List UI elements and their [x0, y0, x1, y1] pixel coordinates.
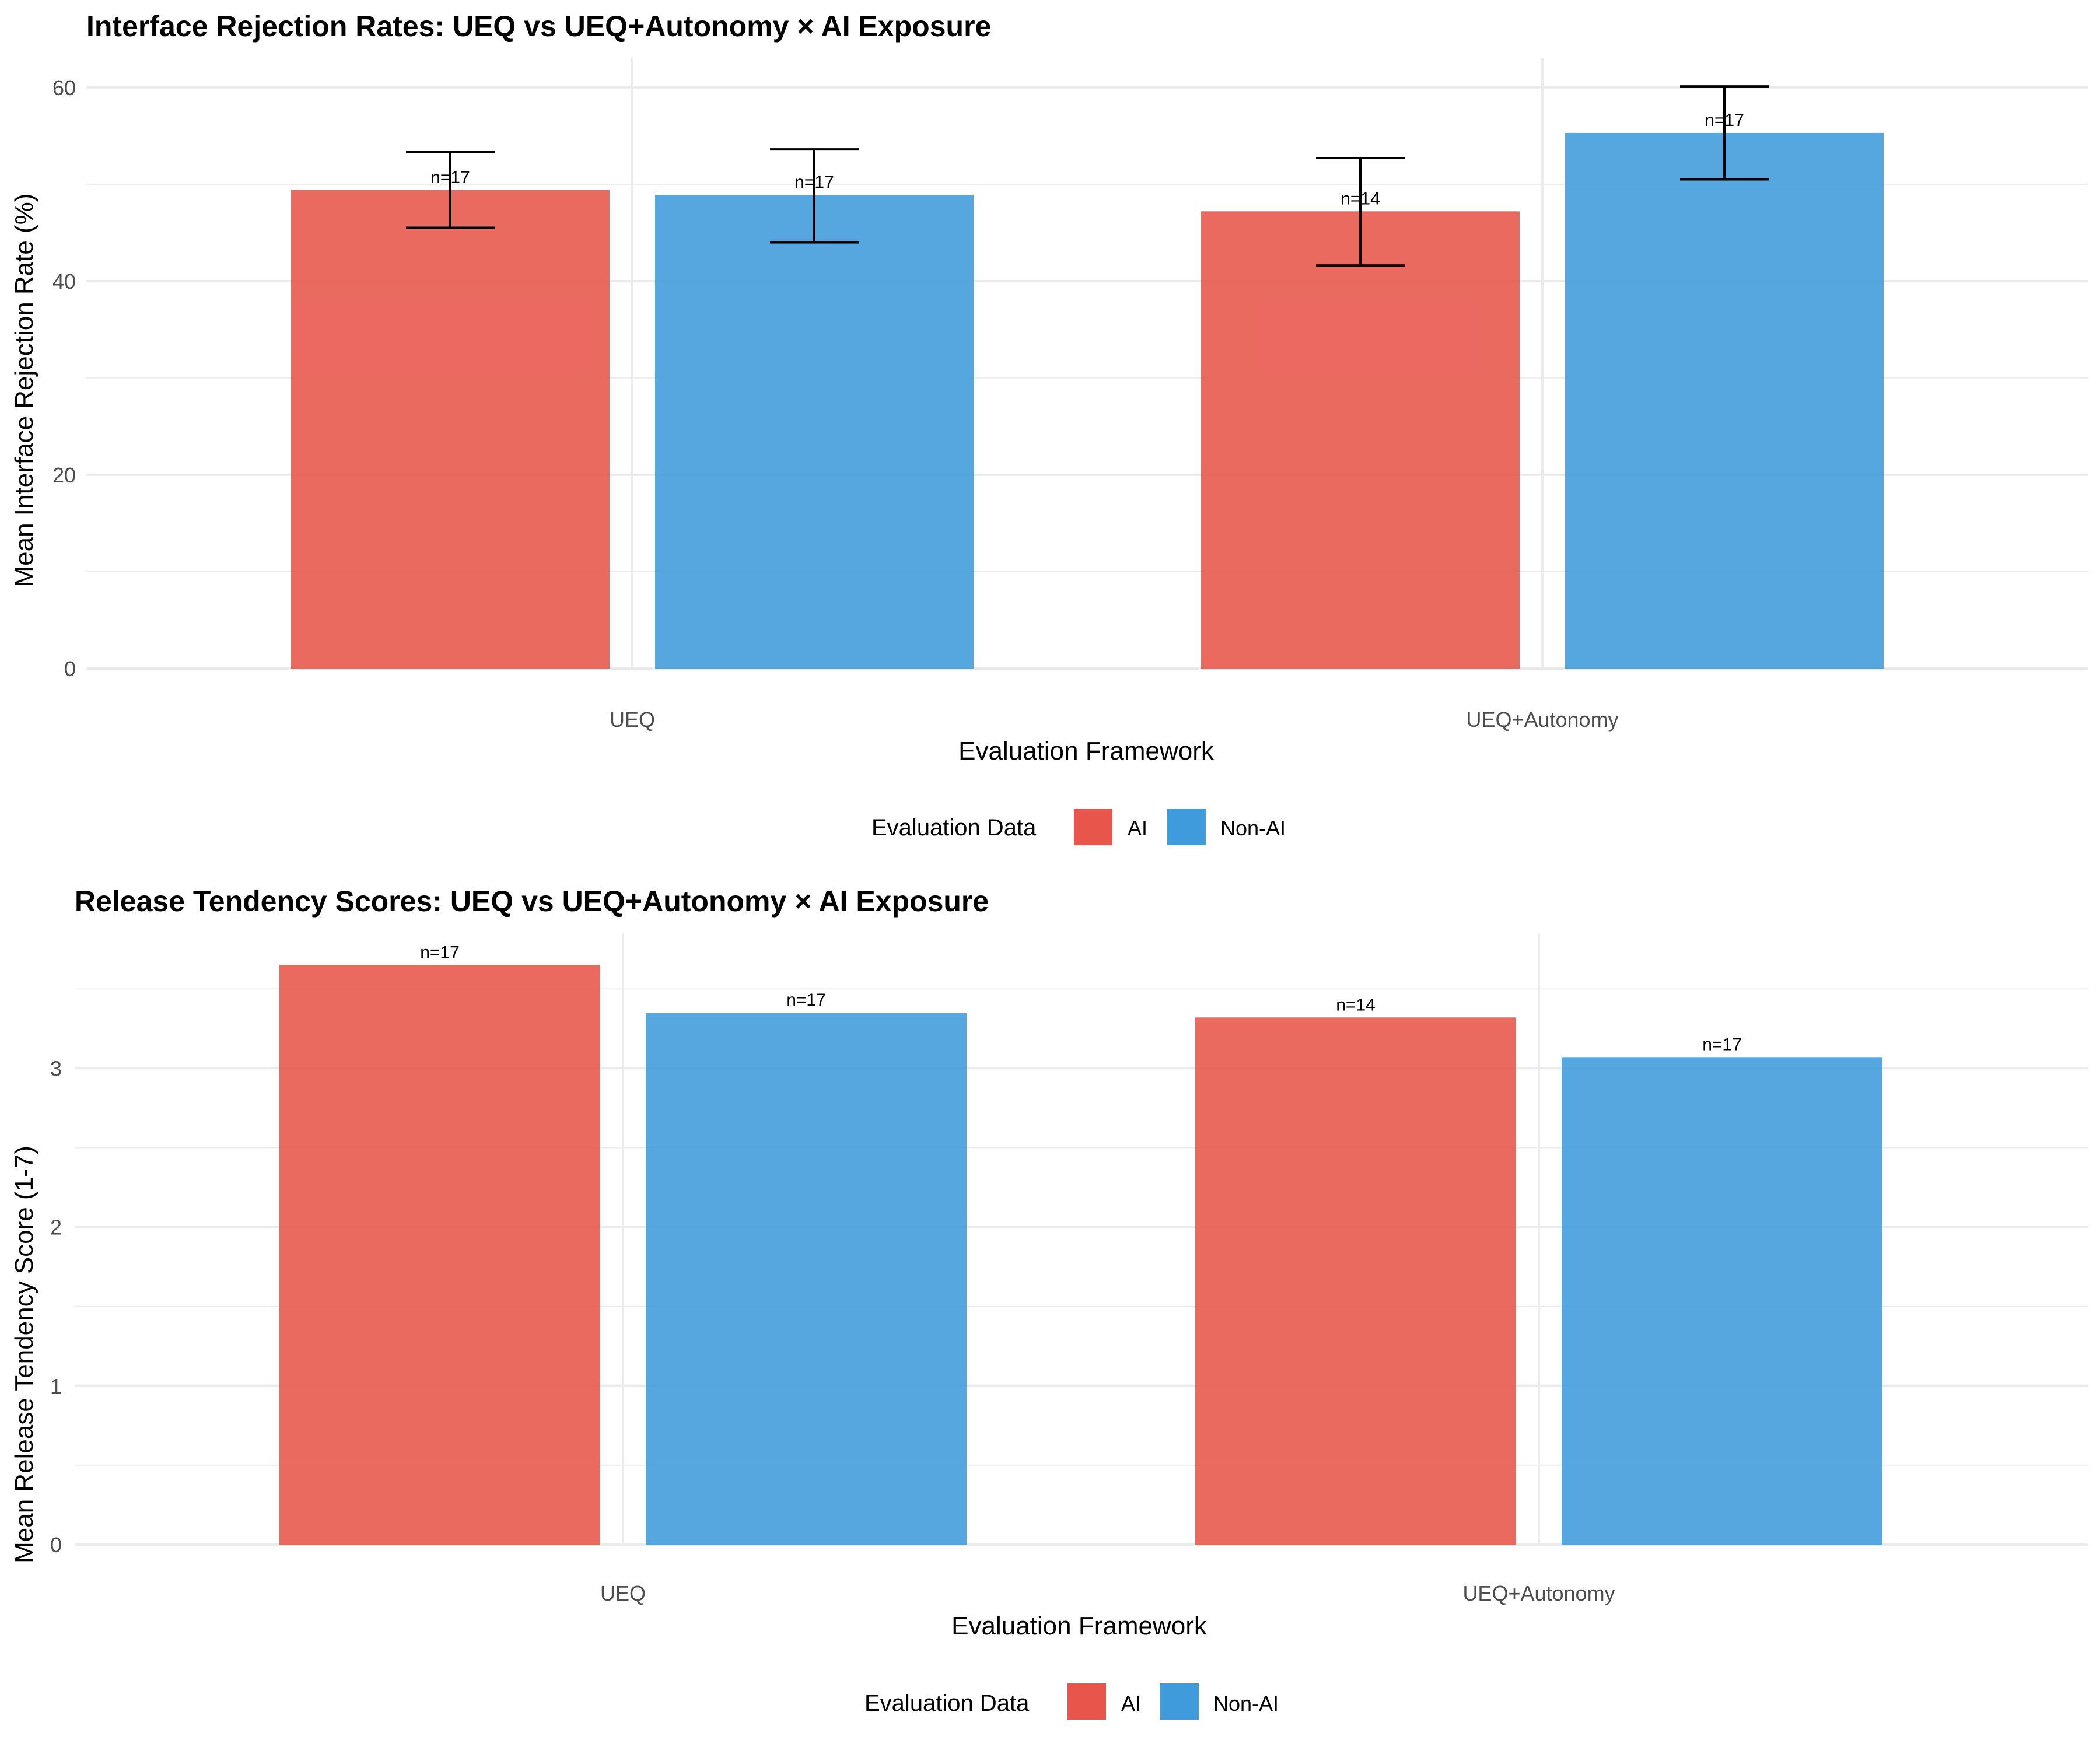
legend-label-ai: AI: [1121, 1692, 1141, 1716]
bar-ai-ueq: [279, 965, 600, 1545]
x-axis-title: Evaluation Framework: [951, 1612, 1208, 1640]
bar-ai-ueq: [291, 190, 610, 668]
y-tick-labels: 0 1 2 3: [50, 1056, 62, 1557]
legend: Evaluation Data AI Non-AI: [872, 809, 1286, 845]
n-label: n=14: [1340, 189, 1380, 208]
x-tick-label: UEQ+Autonomy: [1462, 1581, 1615, 1605]
n-labels: n=17 n=14 n=17 n=17: [430, 111, 1744, 208]
n-label: n=17: [420, 943, 460, 962]
n-label: n=14: [1336, 995, 1376, 1014]
bars: [291, 132, 1884, 669]
bar-non-ai-ueq: [646, 1013, 967, 1545]
y-tick-label: 0: [64, 657, 76, 681]
y-axis-title: Mean Interface Rejection Rate (%): [10, 194, 38, 587]
y-tick-label: 60: [52, 76, 76, 100]
legend-title: Evaluation Data: [864, 1690, 1030, 1716]
x-tick-labels: UEQ UEQ+Autonomy: [600, 1581, 1615, 1605]
n-label: n=17: [794, 173, 834, 192]
bar-non-ai-ueq-autonomy: [1565, 132, 1884, 668]
legend-swatch-ai: [1074, 809, 1112, 845]
n-label: n=17: [786, 991, 826, 1010]
rejection-rate-chart: Interface Rejection Rates: UEQ vs UEQ+Au…: [10, 10, 2088, 845]
legend-swatch-non-ai: [1160, 1684, 1199, 1720]
legend-swatch-non-ai: [1167, 809, 1206, 845]
y-tick-label: 1: [50, 1374, 62, 1398]
legend-label-ai: AI: [1128, 816, 1147, 840]
y-axis-title: Mean Release Tendency Score (1-7): [10, 1146, 38, 1563]
bar-ai-ueq-autonomy: [1201, 211, 1520, 668]
y-tick-label: 40: [52, 270, 76, 293]
error-bars: [406, 85, 1769, 267]
n-label: n=17: [1704, 111, 1744, 130]
bar-non-ai-ueq-autonomy: [1562, 1057, 1882, 1545]
y-tick-label: 0: [50, 1533, 62, 1557]
n-labels: n=17 n=14 n=17 n=17: [420, 943, 1742, 1054]
x-axis-title: Evaluation Framework: [958, 737, 1214, 765]
chart-title: Release Tendency Scores: UEQ vs UEQ+Auto…: [75, 885, 989, 918]
release-tendency-chart: Release Tendency Scores: UEQ vs UEQ+Auto…: [10, 885, 2088, 1720]
bar-ai-ueq-autonomy: [1195, 1017, 1516, 1545]
bar-non-ai-ueq: [655, 195, 974, 669]
legend-label-non-ai: Non-AI: [1220, 816, 1286, 840]
legend-label-non-ai: Non-AI: [1213, 1692, 1279, 1716]
x-tick-labels: UEQ UEQ+Autonomy: [610, 708, 1619, 732]
y-tick-label: 20: [52, 463, 76, 487]
x-tick-label: UEQ: [610, 708, 655, 732]
x-tick-label: UEQ: [600, 1581, 646, 1605]
chart-title: Interface Rejection Rates: UEQ vs UEQ+Au…: [86, 10, 991, 43]
legend-swatch-ai: [1068, 1684, 1106, 1720]
legend-title: Evaluation Data: [872, 815, 1037, 841]
x-tick-label: UEQ+Autonomy: [1466, 708, 1618, 732]
y-tick-labels: 0 20 40 60: [52, 76, 76, 681]
bars: [279, 965, 1882, 1545]
y-tick-label: 2: [50, 1216, 62, 1240]
y-tick-label: 3: [50, 1056, 62, 1080]
legend: Evaluation Data AI Non-AI: [864, 1684, 1279, 1720]
n-label: n=17: [430, 168, 470, 187]
n-label: n=17: [1702, 1035, 1742, 1054]
